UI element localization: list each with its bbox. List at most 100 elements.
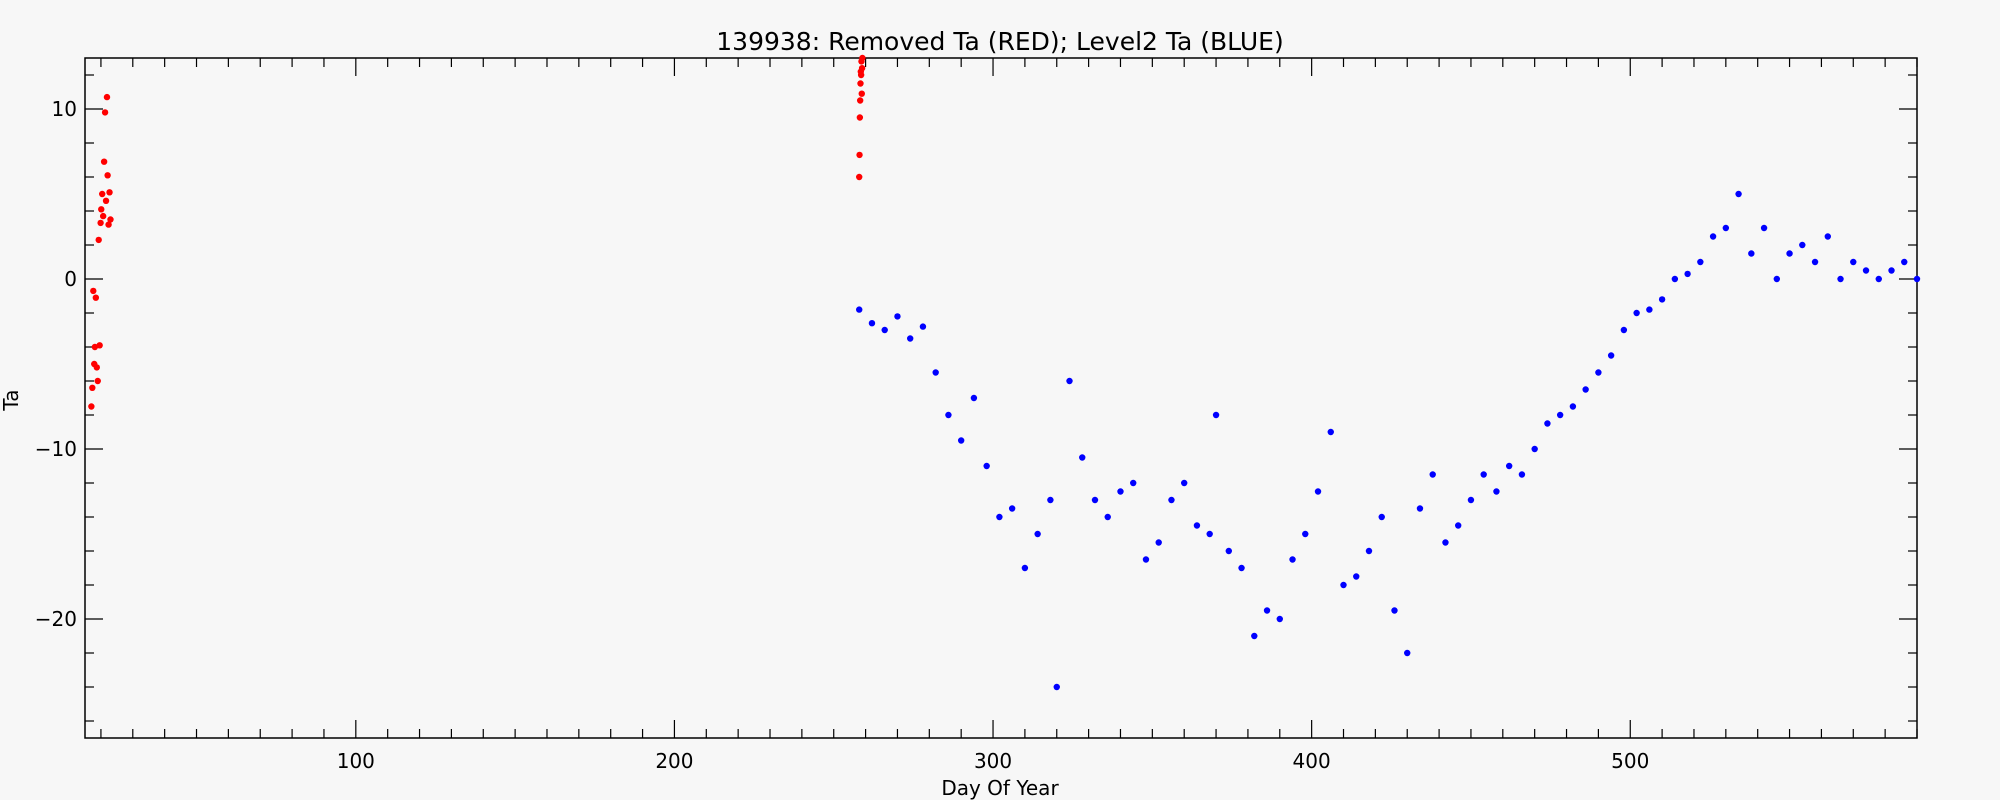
level2-point [1811, 258, 1819, 266]
level2-point [1480, 471, 1487, 478]
level2-point [1671, 275, 1679, 283]
level2-point [1021, 564, 1029, 572]
level2-point [1238, 564, 1245, 572]
level2-point [1901, 258, 1908, 266]
level2-point [1289, 556, 1296, 563]
level2-point [1518, 471, 1526, 478]
y-axis-label: Ta [0, 389, 23, 411]
plot-frame [84, 57, 1918, 739]
level2-point [932, 369, 939, 376]
removed-point [859, 54, 866, 62]
level2-point [996, 513, 1003, 521]
removed-point [103, 93, 111, 101]
level2-point [1365, 547, 1373, 555]
level2-point [1251, 632, 1258, 640]
level2-point [1353, 573, 1360, 580]
removed-point [95, 236, 102, 244]
x-tick-label: 200 [655, 749, 693, 773]
level2-point [1263, 607, 1271, 614]
level2-point [1008, 505, 1016, 512]
removed-point [858, 90, 865, 97]
x-tick-label: 500 [1611, 749, 1649, 773]
level2-point [906, 335, 914, 342]
removed-point [102, 197, 110, 204]
x-tick-label: 300 [974, 749, 1012, 773]
level2-point [1569, 403, 1577, 410]
level2-point [1455, 522, 1462, 529]
level2-point [1391, 607, 1398, 614]
level2-point [1607, 352, 1615, 359]
level2-point [1181, 479, 1188, 487]
level2-point [1493, 488, 1500, 495]
level2-point [881, 326, 888, 334]
level2-point [1467, 496, 1475, 504]
level2-point [1047, 496, 1054, 504]
x-axis-label: Day Of Year [941, 776, 1059, 800]
level2-point [1104, 513, 1111, 521]
level2-point [1773, 275, 1781, 283]
removed-point [101, 109, 109, 116]
removed-point [99, 212, 107, 220]
level2-point [1748, 250, 1755, 257]
level2-point [1684, 270, 1691, 278]
level2-point [1786, 250, 1793, 257]
level2-point [1155, 539, 1162, 546]
level2-point [1340, 581, 1347, 589]
removed-point [106, 189, 113, 196]
removed-point [858, 65, 866, 72]
level2-point [1429, 471, 1436, 478]
level2-point [1505, 462, 1513, 470]
removed-point [856, 97, 864, 104]
removed-point [98, 206, 105, 213]
level2-point [1544, 420, 1551, 427]
removed-point [92, 294, 100, 301]
level2-point [1595, 369, 1602, 376]
removed-point [107, 216, 114, 223]
level2-point [957, 437, 965, 444]
level2-point [1327, 428, 1334, 436]
level2-point [1142, 556, 1150, 563]
removed-point [856, 151, 863, 159]
level2-point [1658, 296, 1666, 303]
level2-point [983, 462, 990, 470]
level2-point [1442, 539, 1449, 546]
y-tick-label: −20 [35, 607, 77, 631]
level2-point [1760, 224, 1768, 232]
level2-point [1053, 683, 1060, 691]
level2-point [1850, 258, 1857, 266]
level2-point [1862, 267, 1870, 274]
level2-point [919, 323, 927, 330]
y-tick-label: 0 [64, 267, 77, 291]
removed-point [856, 173, 863, 181]
removed-point [857, 71, 865, 79]
level2-point [856, 306, 863, 313]
level2-point [1206, 530, 1213, 538]
level2-point [1888, 267, 1895, 274]
level2-point [1225, 547, 1233, 555]
removed-point [99, 190, 106, 198]
level2-point [1416, 505, 1424, 512]
level2-point [1130, 479, 1137, 487]
removed-point [97, 219, 104, 227]
level2-point [1079, 454, 1086, 461]
level2-point [1531, 445, 1538, 453]
level2-point [1913, 275, 1921, 283]
level2-point [1117, 488, 1124, 495]
level2-point [945, 411, 952, 419]
level2-point [1193, 522, 1201, 529]
level2-point [970, 394, 978, 402]
level2-point [1556, 411, 1564, 419]
level2-point [894, 313, 901, 320]
removed-point [94, 377, 101, 385]
axes [84, 57, 1918, 739]
level2-point [1620, 326, 1628, 334]
removed-point [856, 114, 864, 121]
removed-point [89, 384, 96, 391]
level2-point [1722, 224, 1730, 232]
chart-title: 139938: Removed Ta (RED); Level2 Ta (BLU… [716, 27, 1283, 56]
removed-point [100, 158, 108, 165]
level2-point [1066, 377, 1073, 385]
level2-point [1091, 496, 1099, 504]
